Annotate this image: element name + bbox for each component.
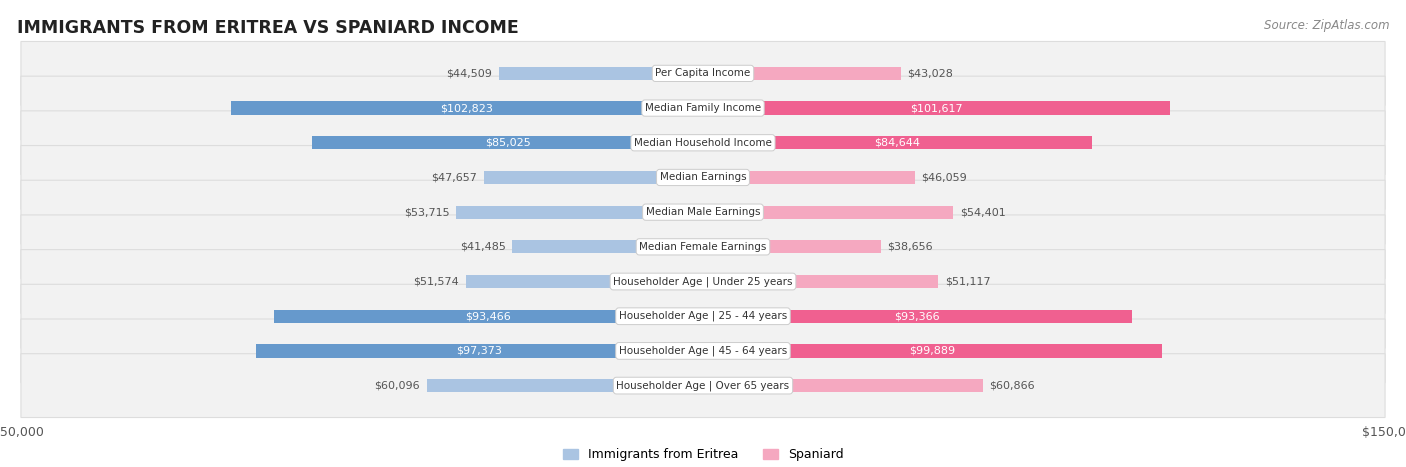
Bar (703, 240, 880, 254)
Text: $85,025: $85,025 (485, 138, 530, 148)
Bar (703, 67, 901, 80)
FancyBboxPatch shape (21, 284, 1385, 348)
FancyBboxPatch shape (21, 146, 1385, 209)
Text: Median Family Income: Median Family Income (645, 103, 761, 113)
Text: Median Male Earnings: Median Male Earnings (645, 207, 761, 217)
Text: Per Capita Income: Per Capita Income (655, 68, 751, 78)
Bar (703, 171, 914, 184)
FancyBboxPatch shape (21, 76, 1385, 140)
Text: $102,823: $102,823 (440, 103, 494, 113)
Text: Median Earnings: Median Earnings (659, 172, 747, 183)
FancyBboxPatch shape (21, 319, 1385, 383)
Bar (703, 275, 938, 288)
Bar (427, 379, 703, 392)
Bar (231, 101, 703, 115)
Bar (703, 379, 983, 392)
FancyBboxPatch shape (21, 215, 1385, 279)
Bar (703, 136, 1092, 149)
Bar (703, 101, 1170, 115)
Bar (274, 310, 703, 323)
Text: Householder Age | 25 - 44 years: Householder Age | 25 - 44 years (619, 311, 787, 321)
Bar (256, 344, 703, 358)
Bar (457, 205, 703, 219)
Text: Householder Age | Under 25 years: Householder Age | Under 25 years (613, 276, 793, 287)
Text: Source: ZipAtlas.com: Source: ZipAtlas.com (1264, 19, 1389, 32)
Text: $60,866: $60,866 (990, 381, 1035, 390)
FancyBboxPatch shape (21, 180, 1385, 244)
Text: $99,889: $99,889 (910, 346, 956, 356)
Text: $51,574: $51,574 (413, 276, 460, 287)
Text: $93,366: $93,366 (894, 311, 941, 321)
Bar (484, 171, 703, 184)
Text: Median Female Earnings: Median Female Earnings (640, 242, 766, 252)
Text: $44,509: $44,509 (446, 68, 492, 78)
Bar (312, 136, 703, 149)
Text: $60,096: $60,096 (374, 381, 420, 390)
Text: $47,657: $47,657 (432, 172, 477, 183)
Bar (703, 205, 953, 219)
Text: $41,485: $41,485 (460, 242, 506, 252)
Bar (467, 275, 703, 288)
Legend: Immigrants from Eritrea, Spaniard: Immigrants from Eritrea, Spaniard (562, 448, 844, 461)
Bar (703, 344, 1161, 358)
FancyBboxPatch shape (21, 111, 1385, 175)
Text: $97,373: $97,373 (457, 346, 502, 356)
Text: IMMIGRANTS FROM ERITREA VS SPANIARD INCOME: IMMIGRANTS FROM ERITREA VS SPANIARD INCO… (17, 19, 519, 37)
Text: $51,117: $51,117 (945, 276, 990, 287)
Text: $38,656: $38,656 (887, 242, 934, 252)
Bar (512, 240, 703, 254)
Text: $54,401: $54,401 (960, 207, 1005, 217)
Text: $43,028: $43,028 (907, 68, 953, 78)
Text: $46,059: $46,059 (921, 172, 967, 183)
Text: $93,466: $93,466 (465, 311, 512, 321)
Text: $53,715: $53,715 (404, 207, 450, 217)
Text: Householder Age | Over 65 years: Householder Age | Over 65 years (616, 380, 790, 391)
Bar (499, 67, 703, 80)
Text: Median Household Income: Median Household Income (634, 138, 772, 148)
FancyBboxPatch shape (21, 354, 1385, 417)
Text: $101,617: $101,617 (910, 103, 963, 113)
Text: Householder Age | 45 - 64 years: Householder Age | 45 - 64 years (619, 346, 787, 356)
Text: $84,644: $84,644 (875, 138, 921, 148)
FancyBboxPatch shape (21, 42, 1385, 105)
Bar (703, 310, 1132, 323)
FancyBboxPatch shape (21, 250, 1385, 313)
